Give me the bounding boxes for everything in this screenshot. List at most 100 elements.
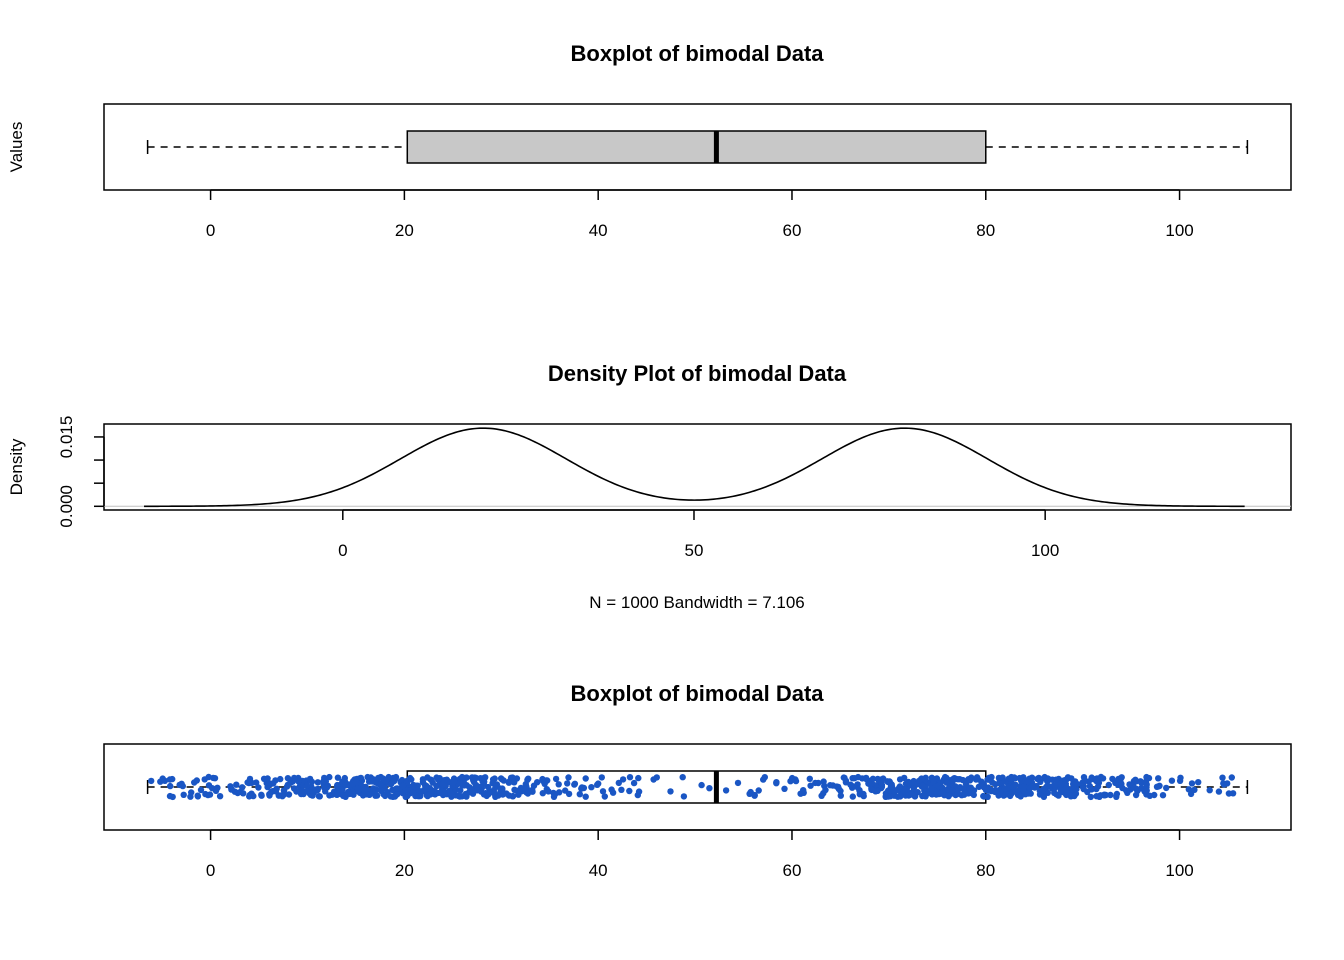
data-point (204, 791, 212, 799)
data-point (394, 791, 401, 798)
data-point (491, 775, 498, 782)
data-point (1137, 778, 1144, 785)
data-point (439, 781, 446, 789)
x-tick-label: 40 (589, 861, 608, 880)
x-tick-label: 100 (1165, 861, 1193, 880)
data-point (760, 776, 767, 783)
data-point (402, 793, 409, 801)
data-point (851, 775, 858, 782)
data-point (191, 779, 198, 786)
data-point (408, 776, 415, 783)
data-point (1228, 774, 1236, 781)
data-point (849, 784, 856, 791)
data-point (679, 774, 686, 781)
data-point (293, 788, 300, 795)
data-point (285, 791, 293, 798)
data-point (409, 789, 417, 796)
data-point (926, 788, 933, 796)
data-point (970, 791, 977, 799)
y-axis: 0.000 0.015 (57, 416, 105, 528)
data-point (209, 785, 216, 792)
data-point (1025, 790, 1032, 797)
x-tick-label: 100 (1165, 221, 1193, 240)
data-point (615, 779, 622, 787)
data-point (267, 780, 275, 787)
data-point (246, 775, 254, 783)
x-tick-label: 60 (783, 221, 802, 240)
data-point (800, 787, 807, 794)
data-point (722, 787, 730, 794)
data-point (484, 783, 492, 791)
data-point (1215, 788, 1223, 795)
data-point (1046, 783, 1053, 790)
data-point (373, 792, 381, 799)
x-tick-label: 20 (395, 221, 414, 240)
data-point (1034, 775, 1041, 783)
data-point (966, 785, 974, 793)
data-point (618, 786, 625, 793)
data-point (807, 782, 814, 789)
data-point (361, 786, 368, 794)
data-point (214, 784, 221, 791)
x-tick-label: 0 (206, 861, 215, 880)
data-point (827, 782, 834, 789)
chart-title: Boxplot of bimodal Data (571, 681, 825, 706)
y-axis-label: Values (7, 122, 26, 173)
boxplot-jitter-panel: Boxplot of bimodal Data 0 20 40 60 80 100 (103, 681, 1292, 880)
data-point (1055, 792, 1062, 799)
data-point (167, 782, 174, 790)
data-point (954, 776, 961, 783)
data-point (949, 787, 956, 794)
data-point (626, 774, 634, 781)
data-point (491, 790, 498, 797)
data-point (992, 786, 999, 794)
data-point (1039, 786, 1047, 793)
data-point (922, 793, 929, 800)
data-point (653, 774, 660, 781)
data-point (966, 777, 974, 784)
data-point (842, 777, 850, 785)
data-point (523, 783, 530, 790)
data-point (938, 784, 946, 791)
data-point (1113, 790, 1121, 798)
data-point (1107, 791, 1114, 799)
data-point (815, 779, 822, 787)
data-point (1115, 775, 1122, 783)
data-point (973, 774, 981, 781)
data-point (1069, 786, 1076, 793)
data-point (228, 786, 235, 793)
data-point (283, 783, 291, 790)
jitter-points-group (148, 773, 1237, 801)
data-point (565, 774, 572, 781)
data-point (818, 792, 825, 799)
data-point (698, 781, 705, 789)
x-axis: 0 20 40 60 80 100 (206, 829, 1194, 880)
data-point (273, 785, 280, 792)
data-point (1159, 792, 1167, 799)
boxplot-panel-top: Boxplot of bimodal Data Values 0 20 40 60 80… (7, 41, 1292, 240)
x-tick-label: 40 (589, 221, 608, 240)
y-tick-label: 0.000 (57, 485, 76, 528)
data-point (781, 785, 788, 792)
x-tick-label: 80 (976, 221, 995, 240)
data-point (233, 781, 240, 788)
data-point (515, 791, 522, 798)
data-point (598, 774, 605, 781)
data-point (755, 787, 762, 794)
data-point (326, 792, 333, 799)
boxplot-box-group (146, 130, 1249, 164)
data-point (320, 778, 327, 785)
data-point (949, 777, 957, 785)
data-point (1044, 775, 1051, 782)
data-point (478, 788, 485, 795)
data-point (896, 776, 904, 783)
data-point (986, 776, 993, 783)
data-point (1052, 776, 1060, 783)
data-point (543, 786, 550, 793)
data-point (1062, 785, 1069, 792)
data-point (1072, 780, 1079, 787)
data-point (1012, 781, 1019, 789)
data-point (1195, 779, 1202, 786)
data-point (441, 790, 448, 797)
